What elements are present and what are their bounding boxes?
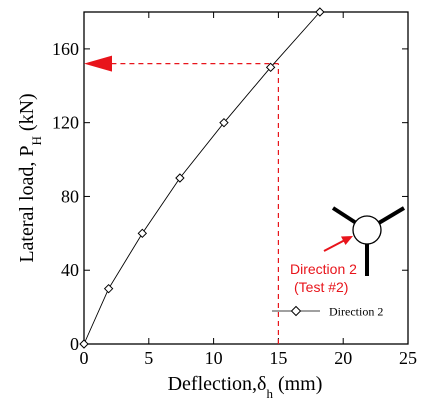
y-tick-label: 120	[52, 113, 79, 133]
guide-arrowhead	[84, 55, 112, 72]
data-point	[175, 173, 185, 183]
direction-annotation: Direction 2 (Test #2)	[290, 236, 357, 295]
data-point	[79, 339, 89, 349]
y-axis-label-sub: H	[29, 136, 44, 145]
direction-label-line1: Direction 2	[290, 261, 357, 277]
axis-ticks: 0 5 10 15 20 25 0 40 80 120 160	[52, 12, 417, 368]
x-tick-label: 5	[144, 348, 153, 368]
x-tick-label: 15	[269, 348, 287, 368]
data-point	[315, 7, 325, 17]
legend-marker	[290, 305, 302, 317]
x-axis-label-unit: (mm)	[278, 373, 322, 395]
data-point	[219, 117, 229, 128]
direction-arrow-shaft	[323, 239, 346, 252]
x-axis-label-main: Deflection,	[168, 373, 257, 395]
data-point	[137, 228, 148, 239]
direction-label-line2: (Test #2)	[294, 279, 348, 295]
y-tick-label: 160	[52, 39, 79, 59]
legend-label: Direction 2	[329, 305, 383, 319]
reference-guides	[84, 55, 279, 344]
x-axis-label-symbol: δ	[257, 373, 266, 395]
legend: Direction 2	[272, 305, 383, 319]
y-tick-label: 40	[61, 260, 79, 280]
x-tick-label: 25	[399, 348, 417, 368]
data-point	[265, 62, 276, 73]
series-line	[83, 11, 321, 345]
direction-arrow-head	[341, 236, 353, 245]
x-tick-label: 0	[80, 348, 89, 368]
y-axis-label: Lateral load, PH (kN)	[16, 93, 44, 262]
column-icon-circle	[352, 215, 382, 245]
plot-area	[83, 11, 409, 345]
y-axis-label-unit: (kN)	[16, 93, 38, 131]
y-axis-label-main: Lateral load, P	[16, 145, 38, 262]
y-tick-label: 0	[70, 334, 79, 354]
x-tick-label: 20	[334, 348, 352, 368]
x-axis-label: Deflection,δh (mm)	[168, 373, 323, 401]
x-axis-label-sub: h	[266, 386, 273, 401]
x-tick-label: 10	[205, 348, 223, 368]
data-point	[103, 283, 114, 294]
data-series	[79, 7, 325, 349]
y-tick-label: 80	[61, 186, 79, 206]
column-icon	[331, 206, 406, 276]
plot-border	[83, 11, 409, 345]
